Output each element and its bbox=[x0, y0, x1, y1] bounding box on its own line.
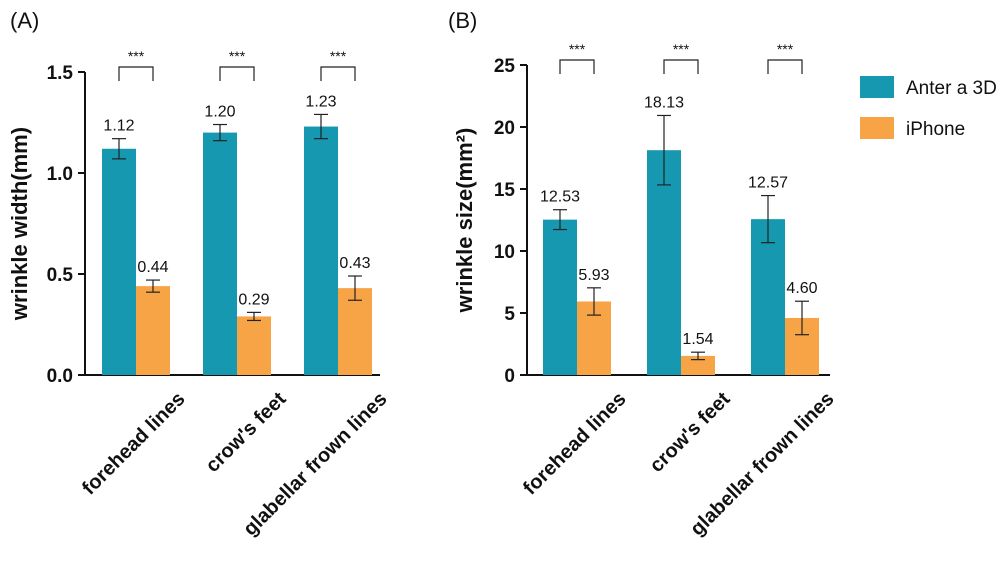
significance-bracket bbox=[767, 59, 803, 74]
y-tick-label: 20 bbox=[494, 118, 515, 139]
y-tick-label: 1.5 bbox=[47, 63, 74, 84]
significance-label: *** bbox=[330, 48, 347, 64]
x-tick-label: forehead lines bbox=[78, 388, 189, 499]
data-label: 5.93 bbox=[578, 267, 609, 284]
y-tick-label: 0.5 bbox=[47, 265, 74, 286]
x-tick-label: crow's feet bbox=[202, 388, 291, 477]
significance-label: *** bbox=[128, 48, 145, 64]
data-label: 1.12 bbox=[103, 118, 134, 135]
bar bbox=[681, 355, 715, 375]
y-axis-label: wrinkle size(mm²) bbox=[452, 128, 477, 314]
chart-panel-2: (B) wrinkle size(mm²) 0 5 10 15 20 25 12.53 5.93 *… bbox=[448, 8, 839, 540]
chart-panel-1: (A) wrinkle width(mm) 0.0 0.5 1.0 1.5 1.12 0.44… bbox=[7, 8, 392, 540]
bar bbox=[203, 132, 237, 375]
y-tick-label: 5 bbox=[504, 304, 515, 325]
bar bbox=[647, 150, 681, 375]
bar bbox=[543, 219, 577, 375]
y-tick-label: 15 bbox=[494, 180, 516, 201]
data-label: 18.13 bbox=[644, 94, 684, 111]
y-tick-label: 1.0 bbox=[47, 164, 73, 185]
significance-bracket bbox=[663, 59, 699, 74]
y-tick-label: 0 bbox=[504, 366, 515, 387]
x-tick-label: forehead lines bbox=[519, 388, 630, 499]
bar bbox=[237, 316, 271, 375]
bar bbox=[338, 288, 372, 375]
y-tick-label: 25 bbox=[494, 56, 516, 77]
bar bbox=[304, 126, 338, 375]
x-tick-label: crow's feet bbox=[646, 388, 735, 477]
legend-swatch bbox=[860, 117, 894, 139]
significance-bracket bbox=[559, 59, 595, 74]
significance-bracket bbox=[320, 66, 356, 81]
significance-label: *** bbox=[673, 41, 690, 57]
legend-label: iPhone bbox=[906, 119, 965, 140]
bar bbox=[136, 286, 170, 375]
data-label: 12.57 bbox=[748, 175, 788, 192]
data-label: 0.44 bbox=[137, 259, 168, 276]
y-tick-label: 10 bbox=[494, 242, 515, 263]
significance-label: *** bbox=[777, 41, 794, 57]
data-label: 0.29 bbox=[238, 291, 269, 308]
data-label: 1.54 bbox=[682, 331, 713, 348]
legend-label: Anter a 3D bbox=[906, 78, 997, 99]
panel-label: (A) bbox=[10, 8, 39, 33]
significance-label: *** bbox=[229, 48, 246, 64]
significance-label: *** bbox=[569, 41, 586, 57]
y-axis-label: wrinkle width(mm) bbox=[7, 127, 32, 321]
y-tick-label: 0.0 bbox=[47, 366, 73, 387]
data-label: 4.60 bbox=[786, 280, 817, 297]
data-label: 12.53 bbox=[540, 189, 580, 206]
data-label: 0.43 bbox=[339, 255, 370, 272]
data-label: 1.23 bbox=[305, 93, 336, 110]
legend-swatch bbox=[860, 76, 894, 98]
legend: Anter a 3D iPhone bbox=[860, 76, 997, 140]
bar bbox=[751, 219, 785, 375]
significance-bracket bbox=[219, 66, 255, 81]
significance-bracket bbox=[118, 66, 154, 81]
data-label: 1.20 bbox=[204, 104, 235, 121]
panel-label: (B) bbox=[448, 8, 477, 33]
bar bbox=[102, 148, 136, 375]
